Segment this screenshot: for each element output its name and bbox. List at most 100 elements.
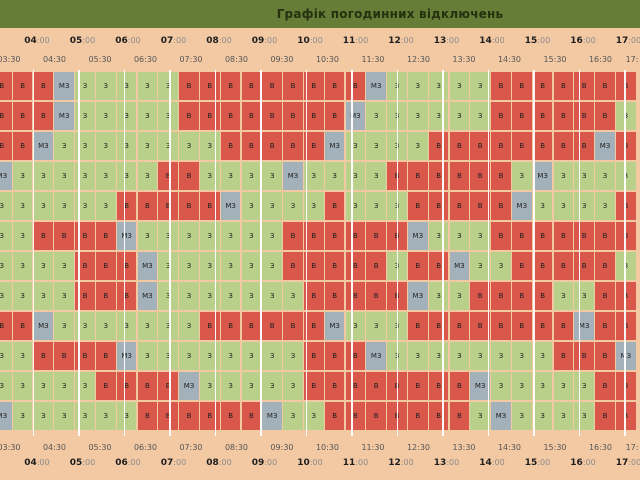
power-on-cell: З (304, 162, 324, 190)
outage-cell: В (532, 132, 553, 160)
power-on-cell: З (137, 342, 158, 370)
schedule-row: ЗЗЗЗВВВМЗЗЗЗЗЗЗЗВВВВВМЗЗЗВВВВЗЗВВ (0, 282, 640, 312)
power-on-cell: З (75, 102, 95, 130)
outage-cell: В (283, 252, 303, 280)
outage-cell: В (366, 282, 386, 310)
outage-cell: В (512, 222, 532, 250)
bottom-half-hour-label: 05:30 (88, 443, 112, 452)
power-on-cell: З (96, 162, 116, 190)
power-on-cell: З (262, 162, 282, 190)
possible-outage-cell: МЗ (616, 342, 636, 370)
power-on-cell: З (241, 222, 262, 250)
power-on-cell: З (491, 372, 511, 400)
power-on-cell: З (220, 282, 241, 310)
power-on-cell: З (241, 282, 262, 310)
top-hour-10: 10:00 (297, 36, 323, 46)
power-on-cell: З (470, 102, 490, 130)
power-on-cell: З (12, 162, 33, 190)
outage-cell: В (241, 72, 262, 100)
possible-outage-cell: МЗ (491, 402, 511, 430)
outage-cell: В (532, 222, 553, 250)
power-on-cell: З (366, 102, 386, 130)
possible-outage-cell: МЗ (324, 132, 345, 160)
outage-cell: В (532, 282, 553, 310)
top-hour-13: 13:00 (433, 36, 460, 46)
outage-cell: В (574, 132, 594, 160)
outage-cell: В (12, 132, 33, 160)
outage-cell: В (491, 312, 511, 340)
possible-outage-cell: МЗ (33, 132, 54, 160)
outage-cell: В (491, 282, 511, 310)
possible-outage-cell: МЗ (345, 102, 366, 130)
power-on-cell: З (200, 222, 220, 250)
power-on-cell: З (449, 72, 470, 100)
power-on-cell: З (96, 402, 116, 430)
outage-cell: В (470, 312, 490, 340)
outage-cell: В (345, 222, 366, 250)
outage-cell: В (283, 102, 303, 130)
outage-cell: В (408, 402, 428, 430)
outage-cell: В (595, 252, 615, 280)
outage-cell: В (553, 342, 574, 370)
bottom-half-hour-label: 11:30 (361, 443, 385, 452)
power-on-cell: З (200, 132, 220, 160)
power-on-cell: З (0, 342, 12, 370)
hour-header-top: 04:00 05:00 06:00 07:00 08:00 09:00 10:00 11:00… (0, 34, 640, 52)
outage-cell: В (532, 102, 553, 130)
outage-cell: В (595, 72, 615, 100)
power-on-cell: З (137, 162, 158, 190)
outage-cell: В (408, 162, 428, 190)
power-on-cell: З (491, 252, 511, 280)
power-on-cell: З (470, 72, 490, 100)
outage-cell: В (470, 282, 490, 310)
power-on-cell: З (366, 162, 386, 190)
power-on-cell: З (0, 192, 12, 220)
outage-cell: В (304, 342, 324, 370)
top-hour-04: 04:00 (24, 36, 50, 46)
possible-outage-cell: МЗ (283, 162, 303, 190)
outage-cell: В (241, 402, 262, 430)
outage-cell: В (408, 312, 428, 340)
power-on-cell: З (158, 312, 178, 340)
outage-cell: В (220, 402, 241, 430)
half-hour-header-bottom: 03:30 04:30 05:30 06:30 07:30 08:30 09:30 10:30… (0, 440, 640, 458)
possible-outage-cell: МЗ (532, 162, 553, 190)
power-on-cell: З (553, 402, 574, 430)
half-hour-header-top: 03:30 04:30 05:30 06:30 07:30 08:30 09:30 10:30… (0, 52, 640, 70)
outage-cell: В (616, 312, 636, 340)
outage-cell: В (428, 132, 449, 160)
bottom-half-hour-label: 03:30 (0, 443, 21, 452)
power-on-cell: З (262, 252, 282, 280)
power-on-cell: З (200, 342, 220, 370)
outage-cell: В (283, 72, 303, 100)
top-half-hour-label: 16:30 (588, 55, 613, 64)
outage-cell: В (283, 132, 303, 160)
outage-cell: В (449, 402, 470, 430)
bottom-half-hour-label: 10:30 (315, 443, 340, 452)
possible-outage-cell: МЗ (574, 312, 594, 340)
power-on-cell: З (200, 252, 220, 280)
power-on-cell: З (574, 162, 594, 190)
outage-cell: В (491, 222, 511, 250)
power-on-cell: З (54, 192, 74, 220)
outage-cell: В (179, 402, 199, 430)
power-on-cell: З (262, 342, 282, 370)
outage-cell: В (54, 342, 74, 370)
power-on-cell: З (428, 342, 449, 370)
outage-cell: В (12, 102, 33, 130)
power-on-cell: З (200, 372, 220, 400)
outage-cell: В (158, 162, 178, 190)
bottom-half-hour-label: 06:30 (133, 443, 158, 452)
top-half-hour-label: 03:30 (0, 55, 21, 64)
possible-outage-cell: МЗ (0, 402, 12, 430)
outage-cell: В (553, 312, 574, 340)
outage-cell: В (428, 192, 449, 220)
outage-cell: В (116, 192, 137, 220)
power-on-cell: З (54, 132, 74, 160)
bottom-hour-11: 11:00 (342, 458, 369, 468)
power-on-cell: З (158, 102, 178, 130)
top-hour-11: 11:00 (342, 36, 369, 46)
outage-cell: В (553, 222, 574, 250)
outage-cell: В (262, 132, 282, 160)
top-half-hour-label: 12:30 (406, 55, 431, 64)
